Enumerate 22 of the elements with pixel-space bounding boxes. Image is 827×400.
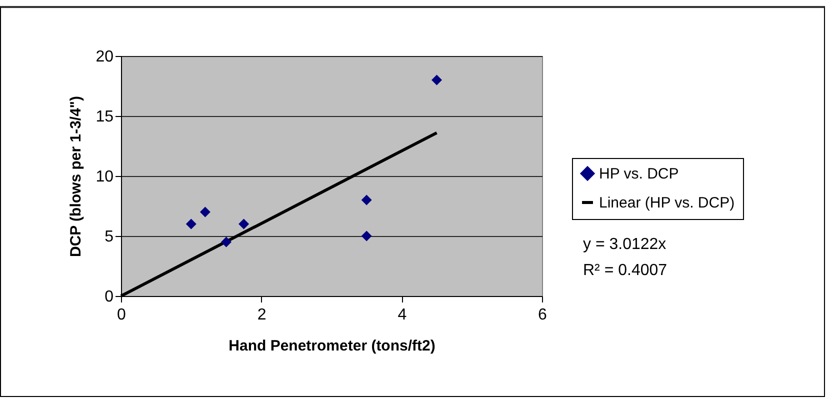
y-tick-label: 10: [96, 168, 114, 186]
y-axis-title: DCP (blows per 1-3/4"): [68, 96, 85, 258]
x-tick-label: 0: [117, 306, 126, 324]
point: [432, 74, 442, 86]
x-axis-title: Hand Penetrometer (tons/ft2): [228, 338, 436, 354]
legend-label: HP vs. DCP: [599, 166, 679, 182]
point: [221, 236, 232, 248]
x-tick-label: 2: [257, 306, 266, 324]
y-tick-label: 15: [96, 108, 114, 126]
point: [361, 194, 372, 206]
legend-label: Linear (HP vs. DCP): [599, 194, 735, 212]
x-tick-label: 4: [398, 306, 407, 324]
text: R² = 0.4007: [583, 261, 668, 281]
point: [200, 206, 210, 218]
point: [186, 218, 196, 230]
point: [238, 218, 250, 230]
y-tick-label: 20: [96, 48, 114, 66]
x-tick-label: 6: [538, 306, 548, 324]
text: y = 3.0122x: [583, 235, 668, 255]
y-tick-label: 5: [104, 228, 114, 246]
y-tick-label: 0: [104, 288, 114, 306]
point: [361, 230, 372, 242]
